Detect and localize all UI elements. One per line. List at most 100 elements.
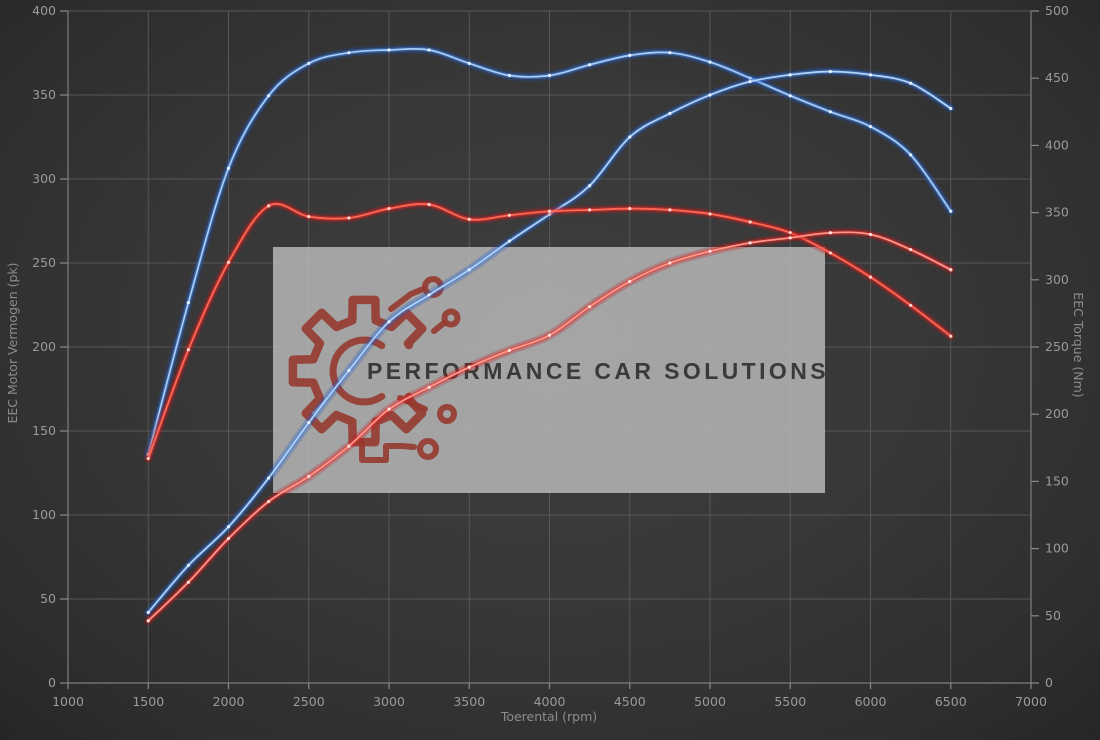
circuit-trace xyxy=(431,320,447,334)
torque_blue-point xyxy=(347,51,351,55)
y-left-tick-label: 300 xyxy=(32,171,56,186)
y-right-tick-label: 50 xyxy=(1045,608,1061,623)
torque_red-point xyxy=(467,217,471,221)
power_red-point xyxy=(828,231,832,235)
y-right-tick-label: 500 xyxy=(1045,3,1069,18)
torque_blue-point xyxy=(186,301,190,305)
power_red-point xyxy=(226,536,231,541)
torque_red-point xyxy=(547,209,552,213)
y-left-tick-label: 150 xyxy=(32,423,56,438)
power_blue-point xyxy=(788,73,792,77)
gear-hub xyxy=(329,336,386,406)
torque_red-point xyxy=(788,231,792,235)
power_blue-point xyxy=(226,525,231,529)
y-left-tick-label: 50 xyxy=(40,591,56,606)
y-right-tick-label: 250 xyxy=(1045,339,1069,354)
torque_blue-point xyxy=(307,61,311,66)
watermark: PERFORMANCE CAR SOLUTIONS xyxy=(273,247,826,493)
torque_blue-point xyxy=(507,73,511,78)
x-tick-label: 5000 xyxy=(694,694,726,709)
torque_blue-point xyxy=(949,209,953,213)
y-left-tick-label: 400 xyxy=(32,3,56,18)
torque_blue-point xyxy=(387,48,391,52)
x-tick-label: 3000 xyxy=(373,694,405,709)
power_blue-point xyxy=(708,93,712,97)
torque_blue-point xyxy=(668,51,672,55)
power_blue-point xyxy=(668,111,672,116)
y-left-tick-label: 200 xyxy=(32,339,56,354)
power_red-point xyxy=(467,365,471,369)
power_blue-point xyxy=(347,368,351,373)
x-tick-label: 6500 xyxy=(935,694,967,709)
series-layer xyxy=(143,44,956,626)
torque_red-point xyxy=(226,260,231,264)
torque_blue-point xyxy=(467,61,471,66)
x-tick-label: 4500 xyxy=(614,694,646,709)
torque_red-point xyxy=(628,206,632,211)
circuit-trace xyxy=(359,439,417,463)
series-power_red xyxy=(143,227,956,626)
y-right-tick-label: 400 xyxy=(1045,137,1069,152)
power_red-point xyxy=(949,268,953,272)
torque_blue-point xyxy=(547,73,552,78)
series-torque_red xyxy=(143,199,956,464)
series-torque_blue xyxy=(143,44,956,459)
torque_red-point xyxy=(427,202,431,207)
torque_blue-point xyxy=(628,53,632,57)
torque_red-point xyxy=(949,334,953,338)
power_red-point xyxy=(507,348,511,352)
y-right-tick-label: 300 xyxy=(1045,272,1069,287)
y-right-axis-title: EEC Torque (Nm) xyxy=(1071,292,1086,397)
y-left-tick-label: 0 xyxy=(48,675,56,690)
torque_blue-point xyxy=(226,166,231,170)
torque_red-point xyxy=(186,348,190,352)
x-tick-label: 2000 xyxy=(213,694,245,709)
power_blue-point xyxy=(748,79,752,84)
y-left-tick-label: 100 xyxy=(32,507,56,522)
x-tick-label: 5500 xyxy=(774,694,806,709)
power_blue-point xyxy=(307,421,311,425)
power_red-point xyxy=(628,279,632,284)
power_blue-point xyxy=(387,320,391,324)
power_blue-point xyxy=(467,268,471,272)
torque_blue-point xyxy=(267,94,271,98)
power_blue-point xyxy=(588,184,592,188)
power_blue-point xyxy=(267,476,271,480)
y-right-tick-label: 100 xyxy=(1045,541,1069,556)
power_red-point xyxy=(868,232,873,237)
power_red-point xyxy=(668,261,672,265)
circuit-node xyxy=(417,438,439,460)
torque_blue-point xyxy=(708,60,712,64)
x-tick-label: 6000 xyxy=(855,694,887,709)
torque_red-point xyxy=(146,456,150,461)
power_red-point xyxy=(547,333,552,337)
torque_red-point xyxy=(668,208,672,212)
power_red-point xyxy=(788,236,792,240)
series-power_blue xyxy=(143,66,956,617)
torque_blue-curve xyxy=(147,48,952,456)
x-tick-label: 1000 xyxy=(52,694,84,709)
power_red-point xyxy=(307,474,311,478)
circuit-node xyxy=(441,308,461,328)
x-axis-title: Toerental (rpm) xyxy=(500,709,597,724)
power_red-point xyxy=(909,247,913,252)
x-tick-label: 4000 xyxy=(534,694,566,709)
torque_blue-point xyxy=(748,76,752,80)
power_red-point xyxy=(708,249,712,253)
torque_red-point xyxy=(387,206,391,211)
circuit-node xyxy=(437,404,457,424)
x-tick-label: 3500 xyxy=(453,694,485,709)
power_red-point xyxy=(347,444,351,448)
power_blue-point xyxy=(507,239,511,243)
torque_red-point xyxy=(828,251,832,255)
power_blue-point xyxy=(146,610,150,615)
y-left-tick-label: 250 xyxy=(32,255,56,270)
y-left-tick-label: 350 xyxy=(32,87,56,102)
torque_red-point xyxy=(347,216,351,220)
power_blue-point xyxy=(628,135,632,139)
power_blue-point xyxy=(949,106,953,111)
power_red-point xyxy=(387,407,391,411)
torque_red-point xyxy=(267,204,271,208)
